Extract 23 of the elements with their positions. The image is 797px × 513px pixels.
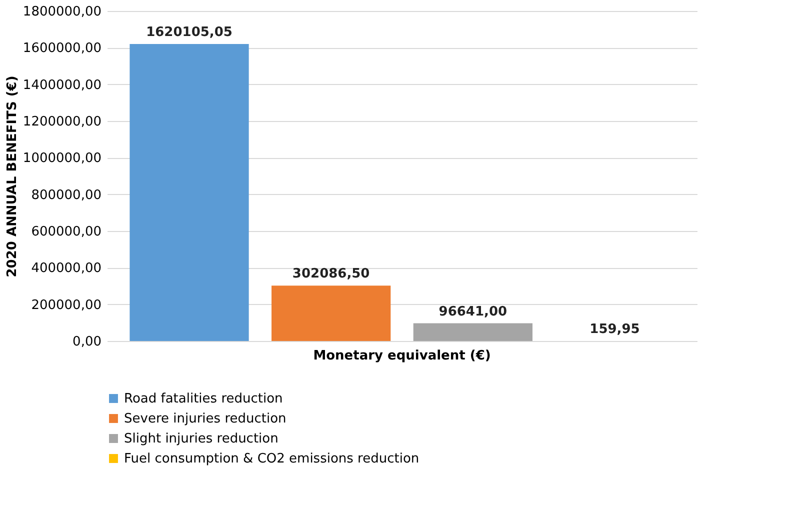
bar <box>272 286 391 341</box>
data-label: 96641,00 <box>438 304 508 320</box>
y-axis-title: 2020 ANNUAL BENEFITS (€) <box>4 76 20 278</box>
y-tick-label: 600000,00 <box>31 224 102 240</box>
data-label: 159,95 <box>590 322 640 337</box>
y-tick-label: 800000,00 <box>31 188 102 203</box>
y-tick-label: 1200000,00 <box>22 114 102 130</box>
y-tick-label: 1000000,00 <box>22 151 102 166</box>
legend-label: Fuel consumption & CO2 emissions reduction <box>124 452 420 466</box>
y-tick-label: 1400000,00 <box>22 78 102 93</box>
bar <box>130 44 249 341</box>
data-label: 302086,50 <box>292 266 370 282</box>
y-tick-label: 200000,00 <box>31 298 102 313</box>
y-tick-label: 1600000,00 <box>22 41 102 56</box>
legend-label: Slight injuries reduction <box>124 432 278 446</box>
legend-label: Road fatalities reduction <box>124 392 283 406</box>
bar <box>413 323 532 341</box>
legend-label: Severe injuries reduction <box>124 412 286 426</box>
y-tick-label: 1800000,00 <box>22 4 102 20</box>
y-tick-label: 0,00 <box>72 334 102 350</box>
x-tick-label: Monetary equivalent (€) <box>313 348 491 364</box>
data-label: 1620105,05 <box>146 24 232 40</box>
y-tick-label: 400000,00 <box>31 261 102 276</box>
